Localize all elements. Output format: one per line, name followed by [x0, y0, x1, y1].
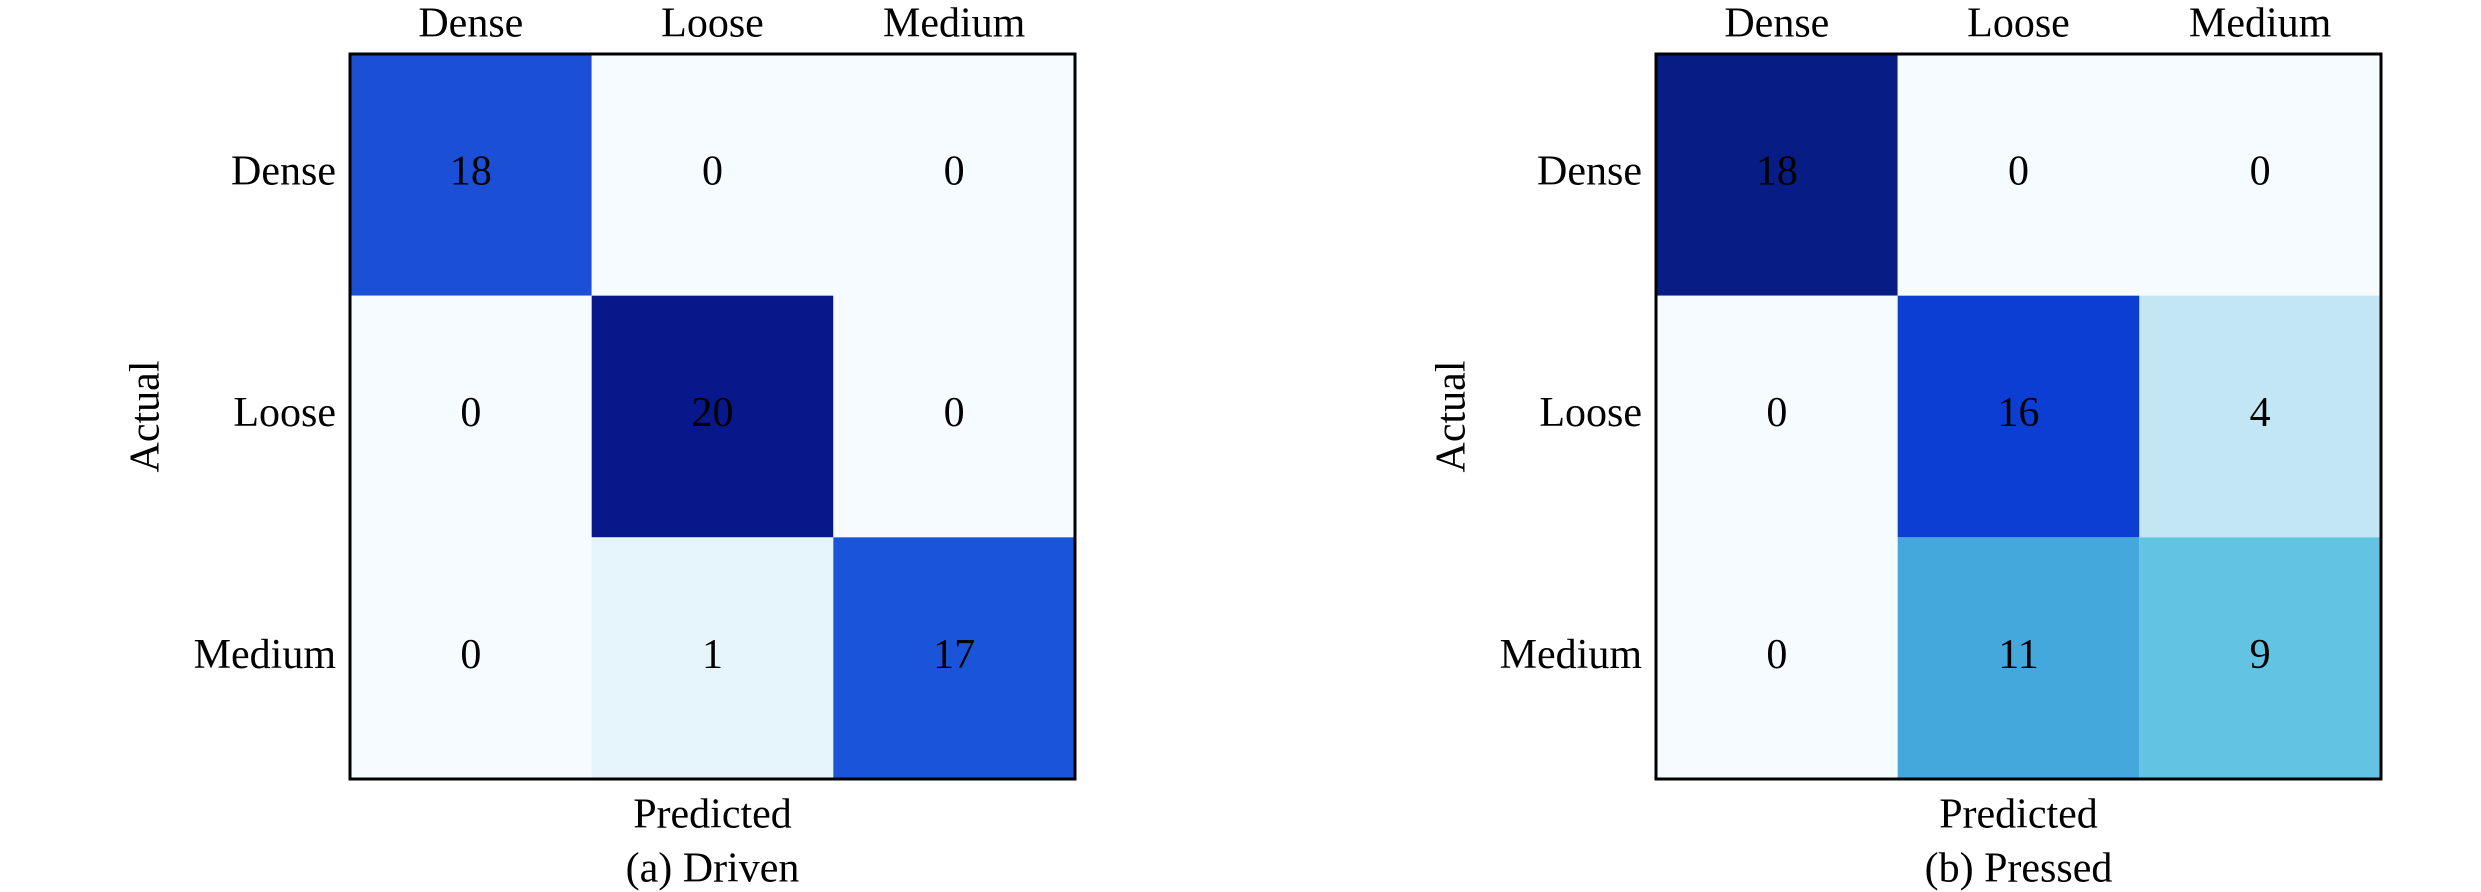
cell [591, 295, 834, 538]
x-tick-label: Medium [883, 1, 1026, 47]
x-tick-label: Dense [418, 1, 523, 47]
cell-label: 0 [944, 148, 965, 194]
cell [591, 537, 834, 779]
cell [1656, 54, 1898, 296]
cell-label: 0 [1766, 390, 1787, 436]
x-tick-label: Dense [1724, 1, 1829, 47]
cell [833, 54, 1075, 296]
cell-label: 0 [2250, 148, 2271, 194]
x-tick-label: Loose [1967, 1, 2070, 47]
y-axis-label: Actual [123, 361, 169, 473]
cell-label: 4 [2250, 390, 2271, 436]
cell-label: 0 [460, 632, 481, 678]
cell-label: 0 [460, 390, 481, 436]
cell-label: 0 [702, 148, 723, 194]
y-tick-label: Loose [233, 390, 336, 436]
cell-label: 16 [1998, 390, 2040, 436]
cell-label: 18 [450, 148, 492, 194]
cell-label: 18 [1756, 148, 1798, 194]
cell [1897, 54, 2140, 296]
cell [1656, 537, 1898, 779]
cell-label: 0 [2008, 148, 2029, 194]
chart-title: (a) Driven [626, 846, 800, 892]
cell-label: 0 [1766, 632, 1787, 678]
chart-title: (b) Pressed [1925, 846, 2113, 892]
cell [350, 537, 592, 779]
x-axis-label: Predicted [633, 792, 792, 838]
cell [1897, 537, 2140, 779]
frame [1654, 52, 2383, 781]
cell [350, 295, 592, 538]
cell-label: 20 [692, 390, 734, 436]
cell-label: 9 [2250, 632, 2271, 678]
cell [350, 54, 592, 296]
y-tick-label: Loose [1539, 390, 1642, 436]
cell-label: 11 [1998, 632, 2038, 678]
x-tick-label: Loose [661, 1, 764, 47]
y-tick-label: Medium [1500, 632, 1643, 678]
y-axis-label: Actual [1429, 361, 1475, 473]
cell [2139, 295, 2381, 538]
cell [1897, 295, 2140, 538]
cell [2139, 537, 2381, 779]
cell [591, 54, 834, 296]
cell [2139, 54, 2381, 296]
y-tick-label: Medium [194, 632, 337, 678]
x-axis-label: Predicted [1939, 792, 2098, 838]
cell [1656, 295, 1898, 538]
x-tick-label: Medium [2189, 1, 2332, 47]
cell-label: 1 [702, 632, 723, 678]
cell-label: 17 [933, 632, 975, 678]
frame [348, 52, 1077, 781]
cell-label: 0 [944, 390, 965, 436]
y-tick-label: Dense [1537, 148, 1642, 194]
cell [833, 295, 1075, 538]
cell [833, 537, 1075, 779]
y-tick-label: Dense [231, 148, 336, 194]
